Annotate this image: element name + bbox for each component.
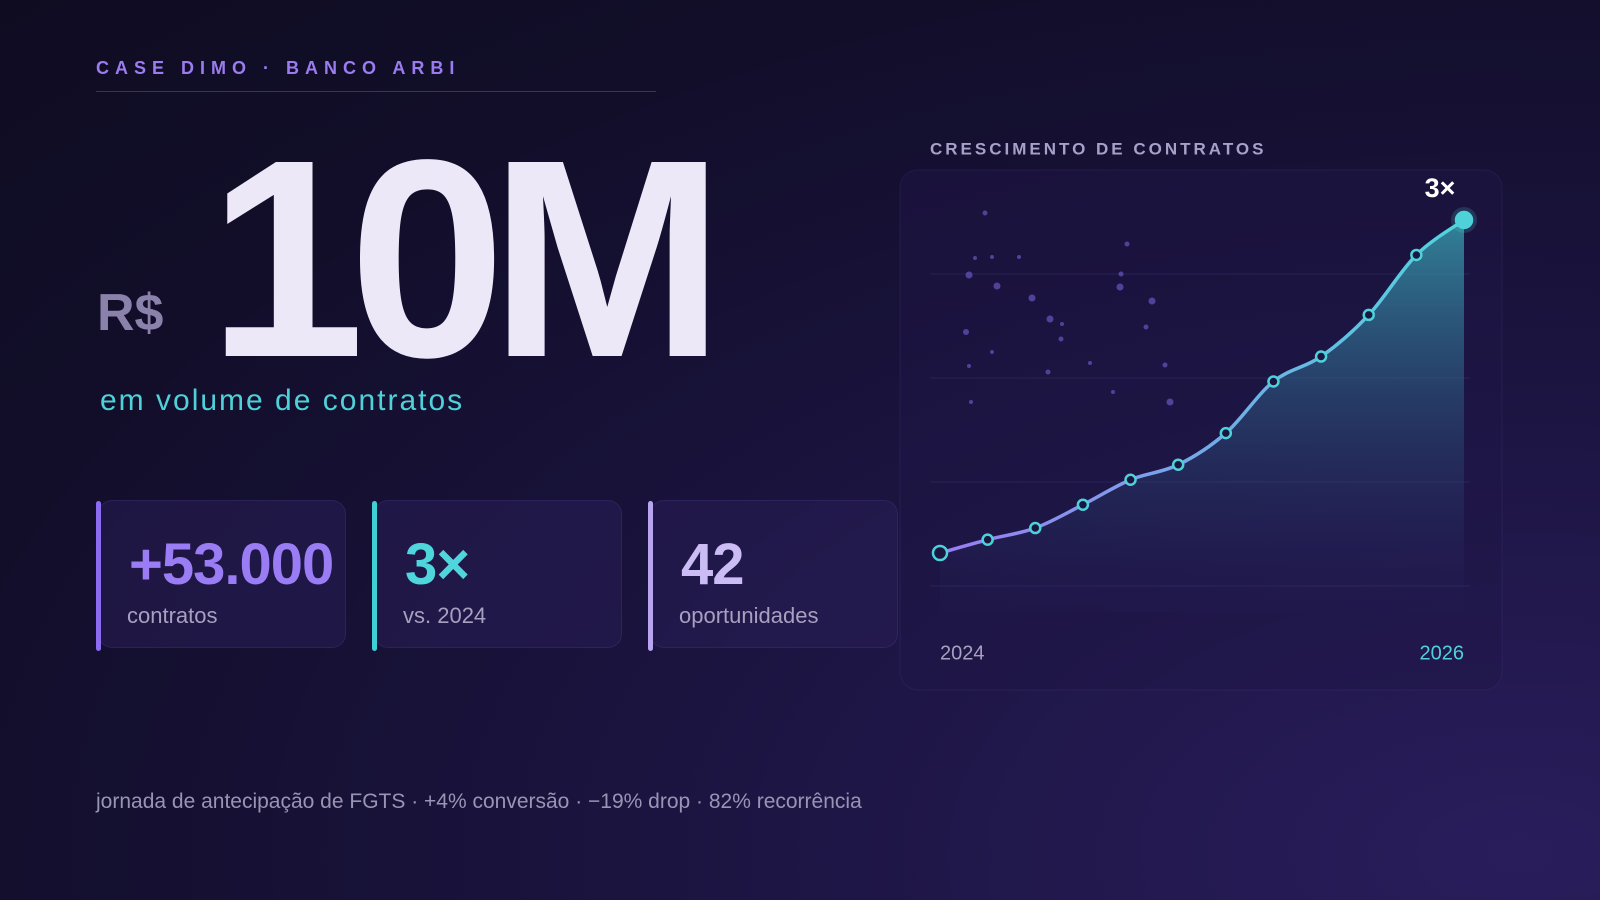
annotation: 3× (1425, 173, 1456, 203)
point (981, 533, 994, 546)
accent-bar (96, 501, 101, 651)
divider (96, 91, 656, 92)
point (1076, 498, 1090, 511)
point (1362, 308, 1375, 322)
point (931, 544, 949, 562)
accent-bar (372, 501, 377, 651)
point (1454, 210, 1474, 230)
stat-value: 42 (681, 532, 745, 597)
stat-card: +53.000 contratos (96, 500, 346, 651)
point (1314, 350, 1328, 363)
stat-label: contratos (127, 603, 218, 628)
stat-label: vs. 2024 (403, 603, 487, 628)
stat-value: +53.000 (129, 532, 334, 597)
point (1124, 473, 1137, 486)
stat-label: oportunidades (679, 603, 819, 628)
x-tick-label: 2024 (940, 642, 985, 664)
x-tick-label: 2026 (1420, 642, 1465, 664)
area (940, 220, 1464, 612)
decor-dots (963, 210, 1174, 406)
accent-bar (648, 501, 653, 651)
chart-title: CRESCIMENTO DE CONTRATOS (930, 139, 1266, 158)
footer-note: jornada de antecipação de FGTS · +4% con… (96, 790, 862, 813)
point (1410, 248, 1423, 262)
point (1029, 521, 1042, 535)
hero-caption: em volume de contratos (100, 384, 465, 417)
point (1267, 375, 1280, 388)
hero-value: 10M (208, 101, 725, 416)
point (1171, 458, 1185, 472)
stat-card: 3× vs. 2024 (372, 500, 622, 651)
eyebrow: CASE DIMO · BANCO ARBI (96, 58, 461, 78)
currency: R$ (97, 284, 164, 342)
stat-card: 42 oportunidades (648, 500, 898, 651)
stat-value: 3× (405, 532, 470, 597)
point (1219, 426, 1233, 440)
